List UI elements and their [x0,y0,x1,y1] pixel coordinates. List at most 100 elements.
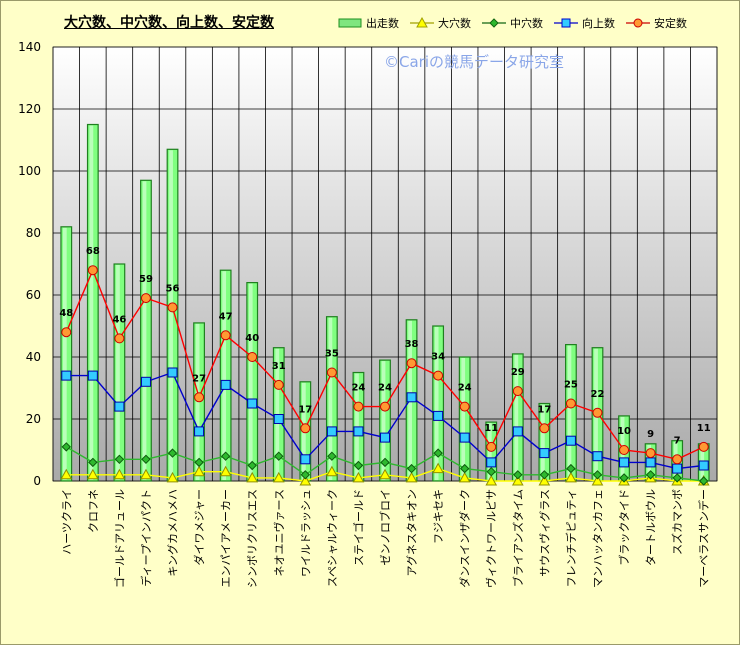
point-中穴数 [592,470,603,480]
legend-marker-bar [338,18,362,28]
bar-highlight [434,327,439,480]
point-安定数 [114,333,125,344]
point-大穴数 [219,465,232,477]
data-label: 40 [245,333,259,344]
point-安定数 [194,392,205,403]
legend-marker-square [554,18,578,28]
y-tick-label: 100 [18,164,41,178]
data-label: 22 [591,389,605,400]
legend-label: 向上数 [582,17,615,30]
data-label: 59 [139,274,153,285]
data-label: 24 [378,383,392,394]
x-tick-label: エンパイアメーカー [220,489,233,587]
point-向上数 [326,426,337,437]
bar-highlight [116,265,120,480]
point-安定数 [61,327,72,338]
legend-label: 出走数 [366,17,399,30]
x-tick-label: マーベラスサンデー [697,489,711,588]
point-安定数 [326,367,337,378]
point-向上数 [380,432,390,443]
data-label: 56 [166,283,180,294]
point-中穴数 [274,451,284,461]
point-向上数 [87,370,98,381]
y-tick-label: 80 [26,226,41,240]
data-label: 31 [272,361,286,372]
point-向上数 [300,454,311,465]
bar-highlight [169,150,173,481]
point-大穴数 [326,465,338,477]
legend-marker-triangle [410,17,434,28]
point-中穴数 [645,470,656,480]
point-大穴数 [166,471,179,483]
point-中穴数 [141,454,151,465]
bar-highlight [541,404,545,480]
legend-item: 安定数 [625,15,687,31]
x-tick-label: キングカメハメハ [166,489,180,577]
bar-highlight [328,317,333,480]
y-tick-label: 140 [18,40,41,54]
point-向上数 [220,379,231,390]
point-安定数 [539,423,550,434]
point-安定数 [672,454,683,465]
data-label: 17 [298,404,312,415]
point-安定数 [273,379,284,390]
point-大穴数 [432,462,444,474]
point-大穴数 [565,471,577,483]
y-tick-label: 20 [26,412,41,426]
legend-item: 出走数 [337,15,399,31]
data-label: 10 [617,426,631,437]
legend-item: 向上数 [553,15,615,31]
point-中穴数 [194,457,204,468]
chart-title: 大穴数、中穴数、向上数、安定数 [64,15,274,31]
x-tick-label: ステイゴールド [351,489,365,566]
point-中穴数 [380,457,390,468]
point-向上数 [433,410,444,421]
point-大穴数 [352,471,365,483]
bar-highlight [142,181,147,481]
legend-item: 大穴数 [409,15,471,31]
bar-highlight [567,345,572,480]
point-向上数 [353,426,364,437]
data-label: 34 [431,352,445,363]
point-中穴数 [247,460,257,471]
bar-highlight [248,283,253,480]
legend-item: 中穴数 [481,15,543,31]
point-大穴数 [538,474,551,486]
data-label: 46 [112,314,126,325]
legend: 出走数 大穴数 中穴数 向上数 安定数 [337,15,687,31]
point-向上数 [565,435,576,446]
point-中穴数 [61,442,71,452]
point-中穴数 [114,454,125,465]
x-tick-label: ダンスインザダーク [458,489,472,588]
data-label: 24 [351,383,365,394]
point-安定数 [380,401,390,412]
bar-highlight [62,227,67,480]
point-向上数 [645,457,656,468]
point-大穴数 [193,465,205,477]
legend-label: 中穴数 [510,17,543,30]
y-tick-label: 40 [26,350,41,364]
point-安定数 [619,445,630,455]
x-tick-label: スズカマンボ [670,489,684,555]
x-tick-label: サウスヴィグラス [537,489,551,577]
point-安定数 [220,330,231,341]
data-label: 48 [59,308,73,319]
point-大穴数 [113,468,126,480]
point-大穴数 [405,471,418,483]
copyright-text: ©Cariの競馬データ研究室 [384,53,565,71]
bar-highlight [514,354,519,480]
point-大穴数 [485,474,498,486]
point-向上数 [486,457,497,468]
point-安定数 [87,265,98,276]
point-向上数 [672,463,683,474]
y-tick-label: 0 [33,474,41,488]
point-向上数 [140,376,151,387]
x-tick-label: フジキセキ [432,489,445,544]
point-大穴数 [379,468,391,480]
bar-highlight [461,358,466,480]
legend-label: 大穴数 [438,17,471,30]
point-安定数 [140,293,151,304]
point-安定数 [486,441,497,452]
x-tick-label: ワイルドラッシュ [299,489,312,577]
